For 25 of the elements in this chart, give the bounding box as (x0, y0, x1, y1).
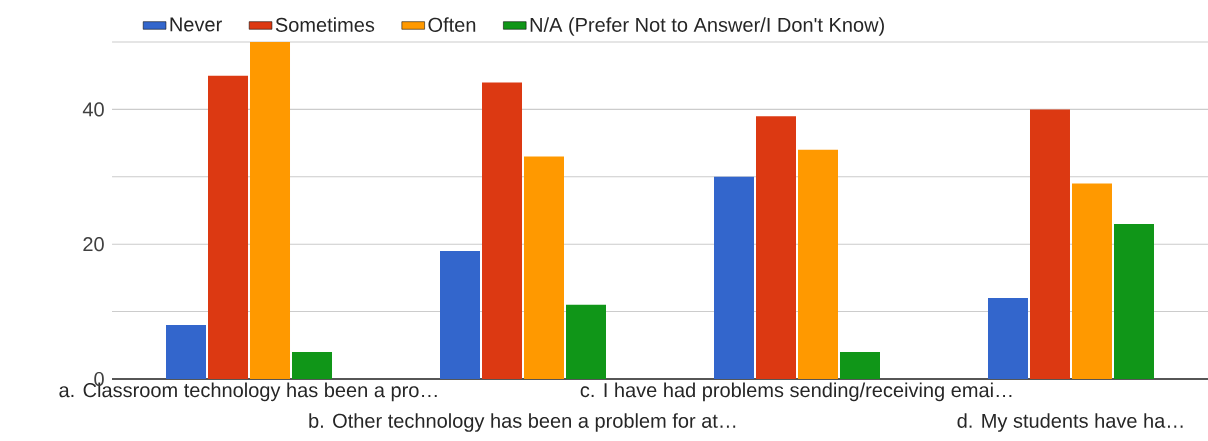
bar (440, 250, 481, 379)
bar (1030, 109, 1070, 379)
bar (798, 149, 838, 379)
bar (566, 304, 606, 379)
bar (988, 298, 1028, 379)
legend-label: Never (170, 17, 222, 32)
x-tick-label: b. Other technology has been a problem for at… (309, 413, 736, 432)
bar (840, 352, 880, 379)
legend-label: Often (428, 17, 476, 32)
bar (208, 75, 249, 379)
bar (756, 116, 796, 379)
bar (166, 325, 207, 379)
bar (714, 176, 754, 379)
y-tick-label: 20 (83, 237, 104, 252)
bar (482, 82, 523, 379)
bar (524, 156, 564, 379)
bar (1072, 183, 1112, 379)
legend-label: Sometimes (275, 17, 375, 32)
bar (292, 352, 333, 379)
bar (1114, 223, 1154, 379)
bar (250, 41, 291, 379)
x-tick-label: c. I have had problems sending/receiving emai… (580, 382, 1012, 402)
x-tick-label: d. My students have ha… (957, 413, 1183, 432)
y-tick-label: 40 (82, 102, 104, 117)
legend-label: N/A (Prefer Not to Answer/I Don't Know) (530, 17, 884, 36)
